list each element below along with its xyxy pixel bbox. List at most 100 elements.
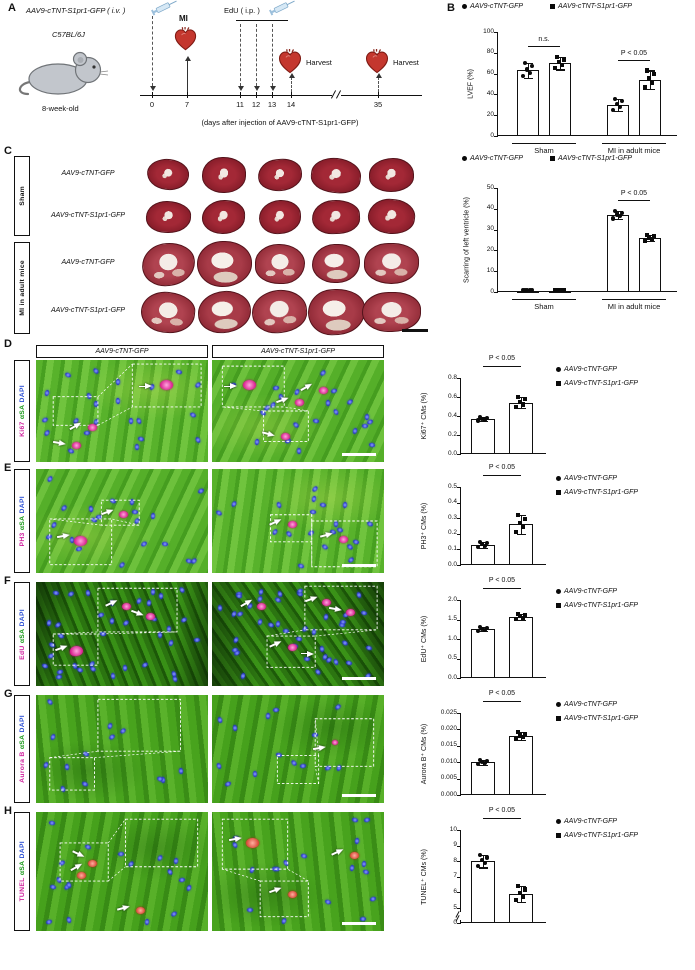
data-point: [523, 61, 528, 66]
y-axis-label: PH3⁺ CMs (%): [421, 502, 428, 550]
y-tick-mark: [457, 845, 461, 847]
data-point: [521, 735, 526, 740]
aav-iv-injection-label: AAV9-cTNT-S1pr1-GFP ( i.v. ): [26, 6, 126, 15]
heart-section: [140, 240, 196, 288]
data-point: [485, 415, 490, 420]
heart-section: [250, 288, 310, 336]
scale-bar: [342, 922, 376, 925]
data-point: [514, 737, 519, 742]
y-tick-label: 0.5: [447, 654, 457, 661]
y-tick-label: 0: [490, 131, 494, 139]
scale-bar: [342, 677, 376, 680]
x-group-line: [512, 143, 576, 145]
y-tick-label: 7: [453, 872, 457, 880]
data-point: [525, 288, 530, 293]
harvest-label-2: Harvest: [393, 58, 419, 67]
timeline-day-label: 11: [236, 100, 244, 109]
legend-label: AAV9-cTNT-GFP: [564, 818, 618, 825]
injection-arrow: [240, 24, 241, 86]
data-point: [523, 516, 528, 521]
y-tick-label: 0.4: [447, 498, 457, 506]
panel-label-g: G: [4, 688, 13, 700]
y-tick-label: 40: [486, 89, 494, 97]
stain-word: DAPI: [18, 495, 26, 516]
inset-overlay: [212, 695, 384, 803]
significance-label: P < 0.05: [488, 355, 516, 362]
arrow-up-icon: [184, 56, 191, 61]
legend-entry: AAV9-cTNT-GFP: [556, 475, 617, 482]
timeline-tick: [240, 92, 242, 98]
zoomed-nucleus: [246, 838, 260, 849]
marker-positive-nucleus: [287, 521, 297, 528]
data-point: [478, 414, 483, 420]
syringe-icon: [268, 0, 298, 16]
legend-entry: AAV9-cTNT-GFP: [556, 366, 617, 373]
data-point: [514, 529, 519, 535]
arrow-up-icon: [375, 73, 382, 78]
bar: [471, 418, 495, 454]
bar: [509, 402, 533, 454]
timeline-day-label: 35: [373, 100, 383, 109]
stain-word: DAPI: [18, 841, 26, 861]
data-point: [485, 540, 490, 546]
data-point: [643, 85, 648, 90]
heart-section: [366, 196, 418, 238]
legend-label: AAV9-cTNT-S1pr1-GFP: [558, 3, 633, 10]
chart-scar: 0 10 20 30 40 50 P < 0.05 Sham MI in adult mice S…: [445, 166, 695, 326]
micro-image: [36, 469, 208, 573]
group-box-mi: MI in adult mice: [14, 242, 30, 334]
arrow-down-icon: [269, 86, 276, 91]
error-cap: [516, 533, 526, 535]
y-tick-label: 60: [486, 69, 494, 77]
marker-positive-nucleus: [280, 433, 290, 441]
stain-word: αSA: [18, 628, 26, 645]
legend-label: AAV9-cTNT-GFP: [470, 3, 524, 10]
legend-entry: AAV9-cTNT-S1pr1-GFP: [550, 155, 632, 162]
data-point: [480, 542, 485, 547]
data-point: [555, 54, 560, 60]
stain-word: αSA: [18, 734, 26, 752]
harvest-arrow: [291, 77, 292, 92]
stain-label-e: PH3 αSA DAPI: [14, 469, 30, 573]
data-point: [518, 399, 523, 405]
y-tick-mark: [494, 136, 498, 137]
marker-positive-nucleus: [87, 859, 97, 867]
bar: [509, 735, 533, 795]
data-point: [476, 545, 481, 550]
inset-overlay: [36, 695, 208, 803]
pointer-arrow-icon: [301, 650, 315, 657]
data-point: [478, 625, 483, 630]
error-cap: [516, 732, 526, 734]
legend-label: AAV9-cTNT-S1pr1-GFP: [564, 380, 639, 387]
timeline-tick: [378, 92, 380, 98]
heart-icon-harvest-day35: [363, 48, 391, 75]
error-cap: [645, 234, 655, 236]
chart-edu: 0.0 0.5 1.0 1.5 2.0 P < 0.05 EdU⁺ CMs (%) AAV9-…: [410, 574, 695, 688]
error-cap: [613, 98, 623, 100]
data-point: [485, 758, 490, 763]
data-point: [480, 858, 485, 863]
inset-overlay: [36, 469, 208, 573]
zoomed-nucleus: [73, 535, 87, 546]
mi-arrow: [187, 60, 189, 92]
bar: [639, 237, 661, 292]
panel-label-h: H: [4, 805, 12, 817]
data-point: [618, 214, 623, 219]
y-tick-mark: [457, 745, 461, 747]
y-tick-label: 6: [453, 887, 457, 895]
micro-image: [212, 582, 384, 686]
data-point: [613, 96, 618, 101]
scale-bar: [402, 329, 428, 332]
stain-word: TUNEL: [18, 877, 26, 902]
significance-label: n.s.: [538, 36, 550, 43]
heart-section: [258, 199, 302, 235]
plot-area: 0.0 0.1 0.2 0.3 0.4 0.5 P < 0.05: [448, 464, 546, 567]
y-tick-label: 9: [453, 841, 457, 849]
heart-section: [309, 155, 363, 195]
data-point: [645, 232, 650, 237]
stain-label-h: TUNEL αSA DAPI: [14, 812, 30, 931]
data-point: [643, 238, 648, 243]
data-point: [485, 626, 490, 631]
heart-section: [144, 200, 191, 234]
y-tick-mark: [457, 830, 461, 831]
